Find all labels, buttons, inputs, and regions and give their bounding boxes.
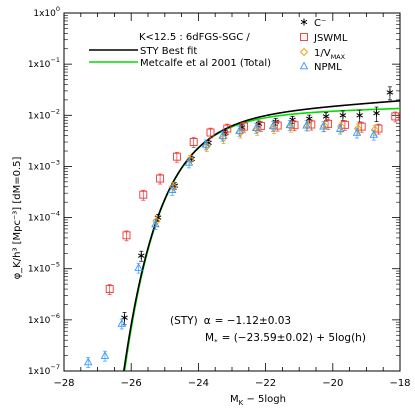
data-point-asterisk <box>137 252 145 260</box>
data-point-triangle <box>167 185 177 193</box>
legend-label-sty: STY Best fit <box>140 46 197 57</box>
data-point-triangle <box>117 319 127 327</box>
y-tick-label: 1x10−5 <box>28 261 60 275</box>
x-tick-label: −28 <box>53 378 74 389</box>
legend-label-jswml: JSWML <box>313 33 348 44</box>
y-tick-label: 1x100 <box>33 5 60 19</box>
data-point-diamond <box>152 217 161 226</box>
y-tick-label: 1x10−1 <box>28 56 60 70</box>
legend-marker-diamond <box>299 47 309 57</box>
asterisk-stroke <box>300 19 308 25</box>
asterisk-stroke <box>289 117 296 122</box>
x-tick-label: −18 <box>389 378 410 389</box>
data-point-square <box>223 124 232 133</box>
y-axis-label: φ_K/h³ [Mpc⁻³] [dM=0.5] <box>12 156 23 279</box>
data-point-asterisk <box>373 109 380 117</box>
y-tick-label: 1x10−7 <box>28 363 60 377</box>
data-point-triangle <box>218 131 227 139</box>
data-points <box>83 86 400 368</box>
data-point-diamond <box>353 124 363 133</box>
data-point-asterisk <box>339 111 347 119</box>
data-point-square <box>156 174 165 183</box>
data-point-square <box>391 112 400 121</box>
data-point-asterisk <box>356 111 363 119</box>
sty-fit-curve <box>123 100 401 372</box>
data-point-triangle <box>319 121 328 130</box>
data-point-square <box>240 122 249 131</box>
data-point-triangle <box>151 219 160 228</box>
data-point-triangle <box>134 263 143 271</box>
y-tick-label: 1x10−6 <box>28 312 60 326</box>
y-tick-label: 1x10−2 <box>28 107 60 121</box>
legend-label-metcalfe: Metcalfe et al 2001 (Total) <box>140 58 271 69</box>
data-point-square <box>105 285 114 294</box>
data-point-triangle <box>100 351 110 359</box>
axes-layer: −28 −26 −24 −22 −20 −18 1x100 1x10−1 1x10−2 1x10−… <box>28 5 411 389</box>
data-point-triangle <box>235 126 244 134</box>
data-point-square <box>189 138 198 146</box>
asterisk-stroke <box>137 253 145 258</box>
data-point-triangle <box>268 121 278 130</box>
legend: K<12.5 : 6dFGS-SGC / STY Best fit Metcal… <box>89 18 348 73</box>
data-point-square <box>206 128 215 137</box>
data-point-triangle <box>369 130 379 138</box>
data-point-triangle <box>302 120 311 129</box>
data-point-triangle <box>251 123 261 132</box>
annotation-line-1: (STY) α = −1.12±0.03 <box>170 315 291 327</box>
asterisk-stroke <box>339 113 347 118</box>
x-tick-label: −20 <box>322 378 343 389</box>
legend-marker-asterisk <box>300 18 308 26</box>
legend-label-cminus: C⁻ <box>314 18 326 29</box>
asterisk-stroke <box>386 90 394 95</box>
series-square <box>105 111 400 295</box>
legend-label-npml: NPML <box>314 62 342 73</box>
data-point-diamond <box>337 122 346 131</box>
data-point-triangle <box>184 157 194 166</box>
legend-label-vmax: 1/VMAX <box>314 48 346 61</box>
asterisk-stroke <box>356 113 363 118</box>
x-tick-label: −24 <box>188 378 209 389</box>
legend-marker-square <box>300 33 308 41</box>
asterisk-stroke <box>305 116 313 121</box>
y-tick-label: 1x10−3 <box>28 158 60 172</box>
data-point-triangle <box>83 357 93 366</box>
data-point-triangle <box>352 128 362 136</box>
y-tick-label: 1x10−4 <box>28 210 60 224</box>
series-triangle <box>83 120 379 368</box>
data-point-triangle <box>201 139 211 148</box>
marker-legend-icons <box>299 18 309 70</box>
x-tick-label: −22 <box>255 378 276 389</box>
legend-title: K<12.5 : 6dFGS-SGC / <box>139 32 250 43</box>
data-point-diamond <box>185 155 195 164</box>
data-point-square <box>122 231 131 240</box>
data-point-triangle <box>285 120 295 129</box>
x-axis-label: MK − 5logh <box>230 394 286 407</box>
asterisk-stroke <box>322 114 330 119</box>
fit-annotation: (STY) α = −1.12±0.03 M* = (−23.59±0.02) + 5… <box>170 315 366 346</box>
data-point-square <box>139 190 148 199</box>
data-point-triangle <box>335 124 345 132</box>
legend-marker-triangle <box>299 61 309 70</box>
asterisk-stroke <box>373 110 380 116</box>
data-point-square <box>172 152 181 161</box>
annotation-line-2: M* = (−23.59±0.02) + 5log(h) <box>205 332 366 346</box>
data-point-asterisk <box>322 112 330 120</box>
series-diamond <box>152 120 379 228</box>
x-tick-label: −26 <box>121 378 142 389</box>
data-point-asterisk <box>386 88 394 96</box>
